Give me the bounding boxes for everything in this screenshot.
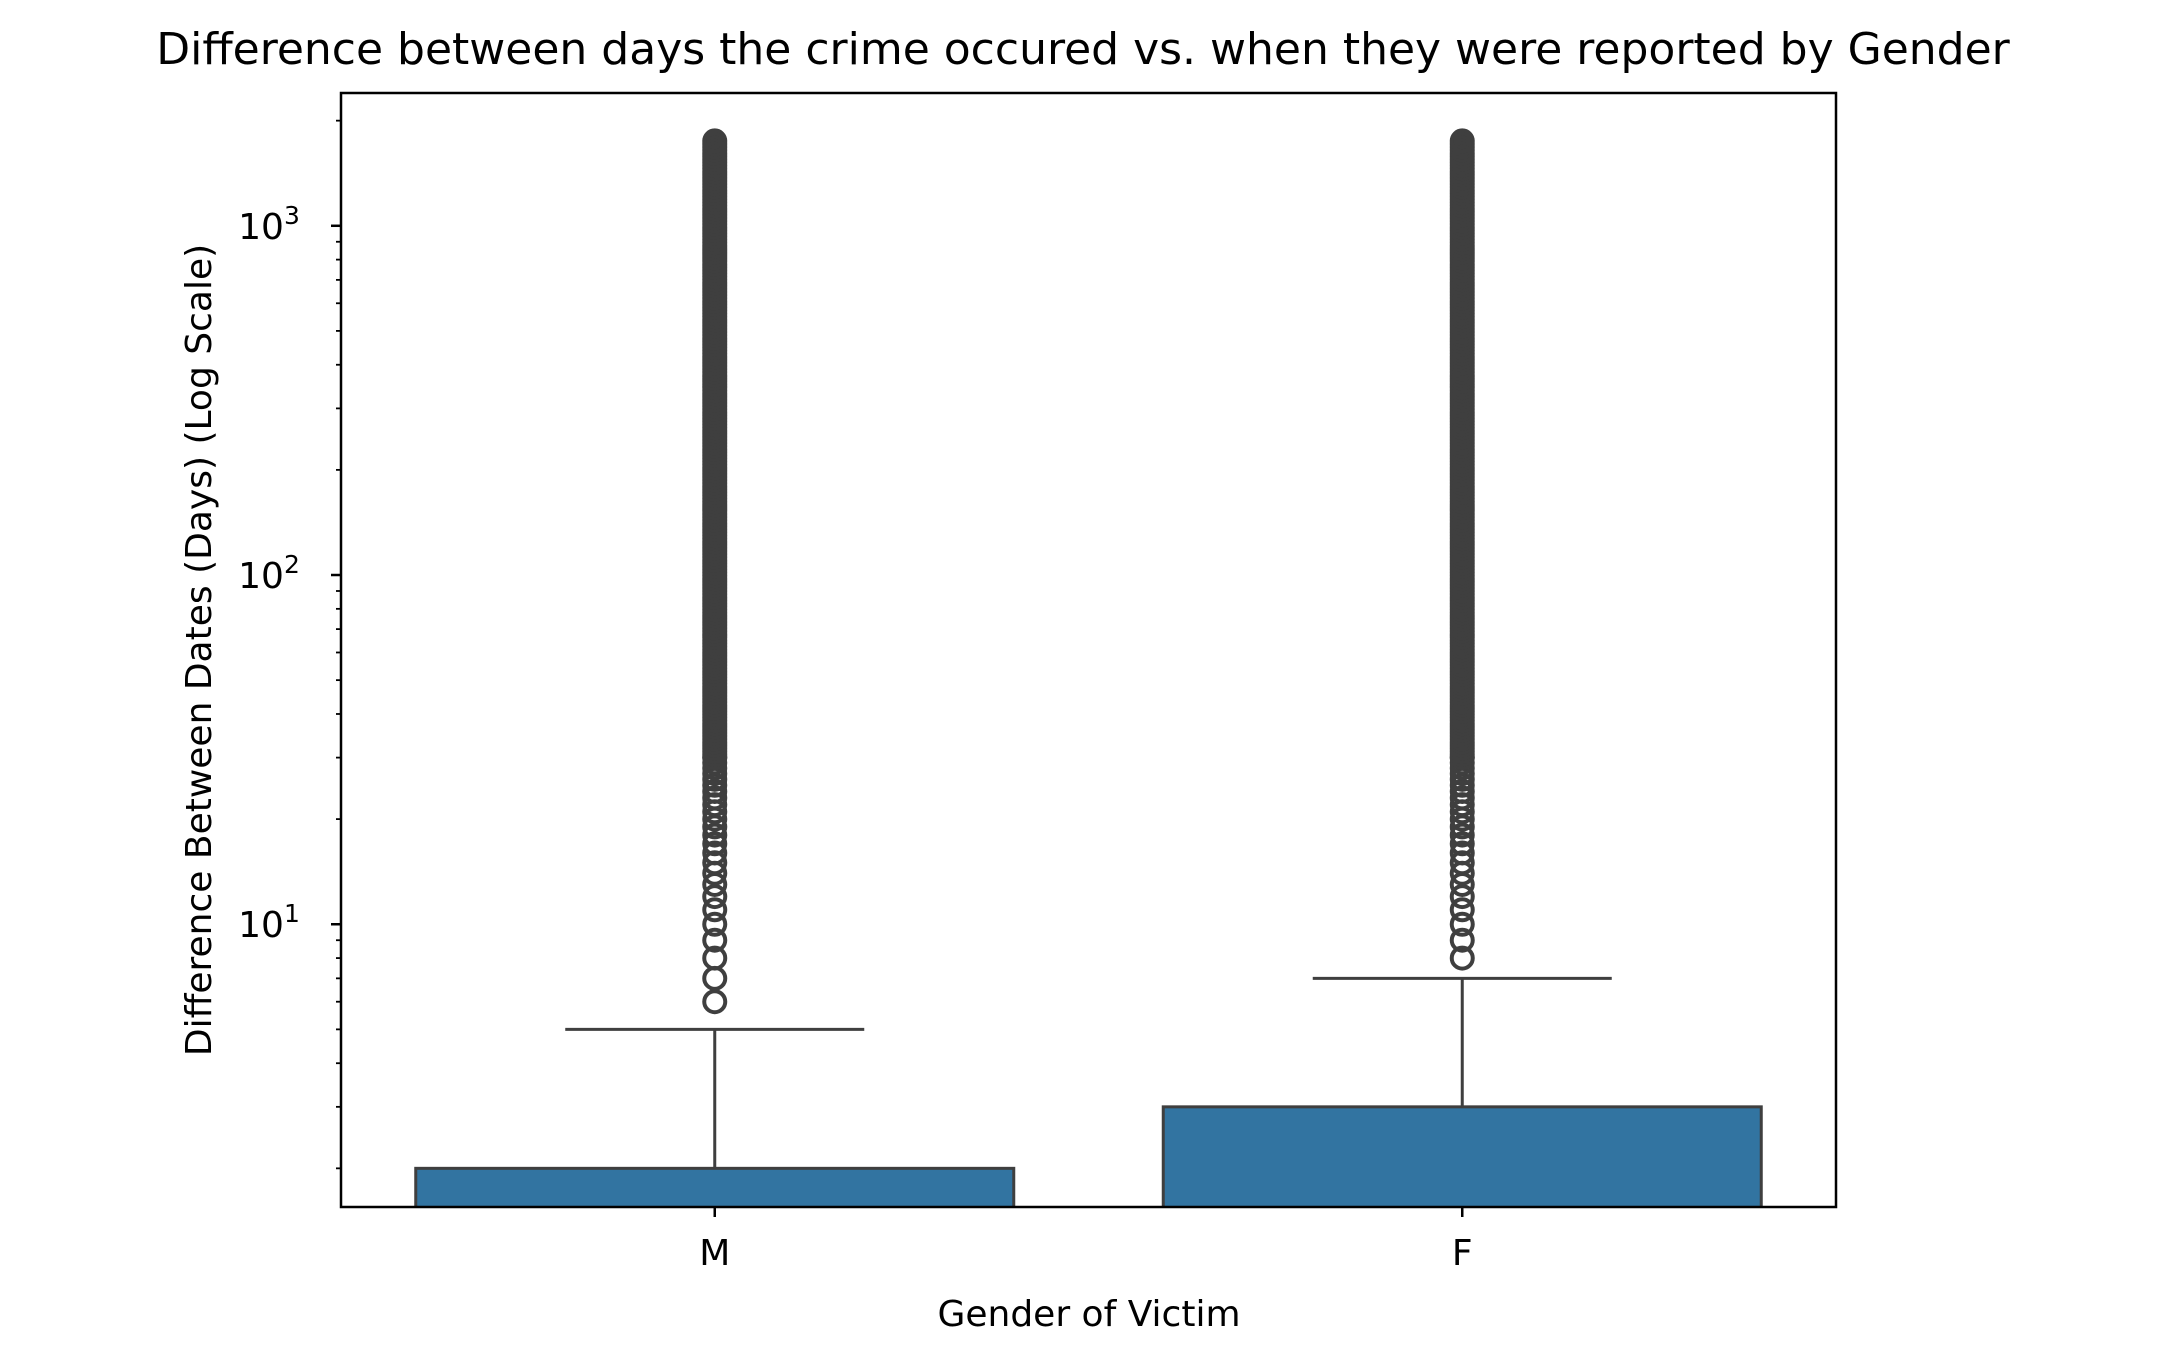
outliers-F xyxy=(1449,128,1475,971)
outlier-point xyxy=(702,884,728,910)
box-group-M xyxy=(414,128,1016,1207)
outlier-point xyxy=(702,945,728,971)
outlier-point xyxy=(1449,128,1475,154)
y-tick-label: 103 xyxy=(238,201,300,248)
plot-frame xyxy=(339,91,1838,1209)
outlier-point xyxy=(1449,822,1475,848)
boxes-layer xyxy=(414,128,1763,1207)
ticks-layer: M F 101 102 103 xyxy=(238,119,1473,1274)
box-group-F xyxy=(1161,128,1763,1207)
y-tick-label: 102 xyxy=(238,550,300,597)
box-F xyxy=(1161,1105,1763,1207)
outlier-point xyxy=(702,989,728,1015)
chart-title: Difference between days the crime occure… xyxy=(156,24,2010,75)
outlier-point xyxy=(1449,884,1475,910)
outlier-point xyxy=(1449,831,1475,857)
outlier-point xyxy=(702,927,728,953)
outliers-M xyxy=(702,128,728,1015)
x-tick-label: M xyxy=(699,1233,730,1274)
outlier-point xyxy=(1449,850,1475,876)
outlier-point xyxy=(702,128,728,154)
outlier-point xyxy=(1449,897,1475,923)
x-axis-label: Gender of Victim xyxy=(937,1294,1240,1335)
outlier-point xyxy=(702,850,728,876)
outlier-point xyxy=(702,822,728,848)
y-axis-label: Difference Between Dates (Days) (Log Sca… xyxy=(179,244,220,1056)
outlier-point xyxy=(702,965,728,991)
outlier-point xyxy=(702,831,728,857)
outlier-point xyxy=(1449,911,1475,937)
outlier-point xyxy=(1449,945,1475,971)
y-tick-label: 101 xyxy=(238,899,300,946)
outlier-point xyxy=(702,911,728,937)
outlier-point xyxy=(702,897,728,923)
outlier-point xyxy=(1449,927,1475,953)
x-tick-label: F xyxy=(1452,1233,1473,1274)
outlier-point xyxy=(702,840,728,866)
outlier-point xyxy=(1449,840,1475,866)
